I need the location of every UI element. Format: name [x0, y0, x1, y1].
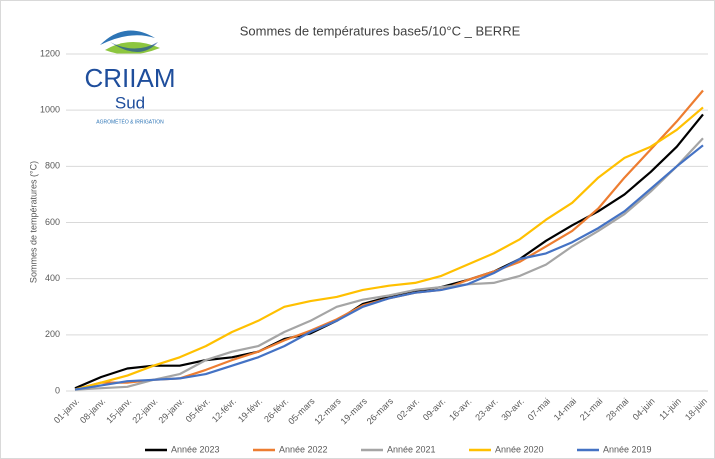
y-tick-label: 1000 — [40, 105, 60, 115]
logo-wave — [100, 30, 155, 45]
chart-title: Sommes de températures base5/10°C _ BERR… — [240, 23, 521, 38]
y-tick-label: 1200 — [40, 48, 60, 58]
legend-label: Année 2023 — [171, 444, 220, 454]
legend-label: Année 2022 — [279, 444, 328, 454]
y-tick-label: 0 — [55, 385, 60, 395]
logo-sub: Sud — [115, 93, 145, 112]
y-axis-label: Sommes de températures (°C) — [28, 161, 38, 283]
legend-label: Année 2019 — [603, 444, 652, 454]
series-line — [74, 106, 704, 391]
logo-name: CRIIAM — [85, 63, 176, 93]
series-line — [74, 113, 704, 390]
logo-tagline: AGROMÉTÉO & IRRIGATION — [96, 118, 164, 125]
logo-wave — [110, 42, 158, 52]
y-tick-label: 200 — [45, 329, 60, 339]
y-tick-label: 600 — [45, 217, 60, 227]
legend-label: Année 2021 — [387, 444, 436, 454]
series-line — [74, 137, 704, 391]
y-tick-label: 400 — [45, 273, 60, 283]
legend-label: Année 2020 — [495, 444, 544, 454]
logo: CRIIAM Sud AGROMÉTÉO & IRRIGATION — [85, 30, 176, 125]
logo-wave — [105, 41, 160, 55]
series-line — [74, 144, 704, 391]
y-tick-label: 800 — [45, 161, 60, 171]
